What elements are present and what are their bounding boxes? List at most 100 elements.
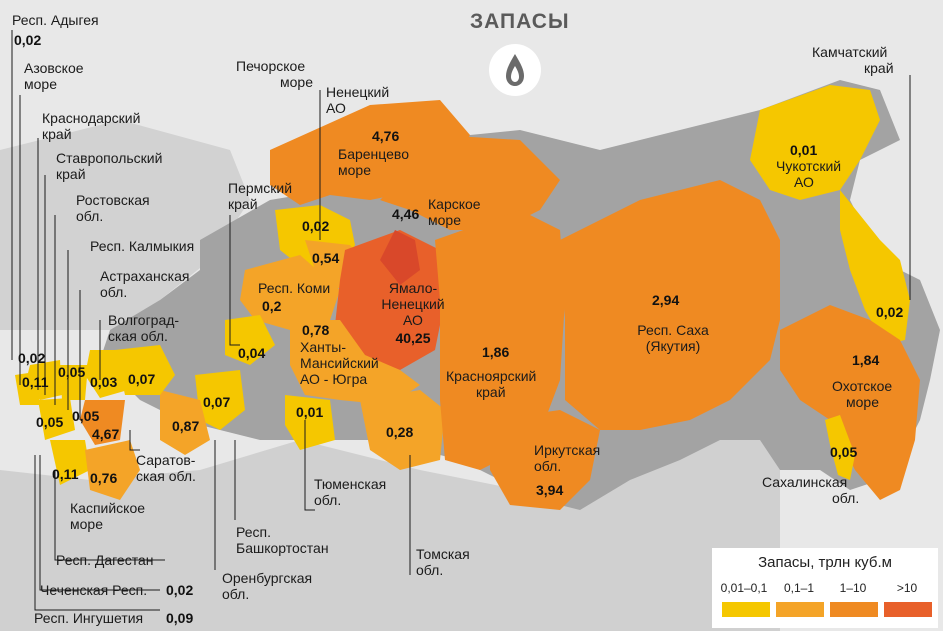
label-nenets-1: Ненецкий	[326, 84, 390, 100]
label-rostov-1: Ростовская	[76, 192, 150, 208]
label-chukotka-2: АО	[794, 174, 814, 190]
region-krasnoyarsk	[435, 210, 565, 470]
asia-land	[0, 380, 780, 631]
label-saratov-2: ская обл.	[136, 468, 196, 484]
value-perm: 0,04	[238, 345, 266, 361]
value-krasnodar: 0,02	[18, 350, 46, 366]
value-volgograd: 0,03	[90, 374, 118, 390]
region-kara	[380, 135, 560, 230]
region-caspian	[85, 440, 140, 500]
label-irkutsk-2: обл.	[534, 458, 562, 474]
label-krasnodar-2: край	[42, 126, 72, 142]
value-nenets: 0,54	[312, 250, 340, 266]
label-komi: Респ. Коми	[258, 280, 331, 296]
label-nenets-2: АО	[326, 100, 346, 116]
value-pechora: 0,02	[302, 218, 330, 234]
value-orenburg: 0,87	[172, 418, 200, 434]
label-pechora-1: Печорское	[236, 58, 306, 74]
region-chukotka	[750, 85, 880, 200]
label-stavropol-2: край	[56, 166, 86, 182]
label-tyumen-1: Тюменская	[314, 476, 387, 492]
region-saratov	[115, 345, 175, 395]
label-kamchatka-1: Камчатский	[812, 44, 888, 60]
value-sakhalin: 0,05	[830, 444, 858, 460]
label-yamal-3: АО	[403, 312, 423, 328]
label-bashkortostan-2: Башкортостан	[236, 540, 329, 556]
label-caspian-1: Каспийское	[70, 500, 146, 516]
value-astrakhan: 4,67	[92, 426, 120, 442]
label-barents-1: Баренцево	[338, 146, 409, 162]
value-dagestan: 0,11	[52, 466, 79, 482]
value-chechnya: 0,02	[166, 582, 194, 598]
region-yamal-peninsula	[380, 230, 420, 285]
label-tyumen-2: обл.	[314, 492, 342, 508]
label-chechnya: Чеченская Респ.	[40, 582, 148, 598]
label-tomsk-2: обл.	[416, 562, 444, 578]
legend-label-1: 0,01–0,1	[720, 581, 768, 595]
legend-swatch-2	[776, 602, 824, 617]
region-astrakhan	[80, 400, 125, 445]
label-ingushetia: Респ. Ингушетия	[34, 610, 144, 626]
label-volgograd-2: ская обл.	[108, 328, 168, 344]
label-sakha-1: Респ. Саха	[637, 322, 709, 338]
value-khmao: 0,78	[302, 322, 330, 338]
label-azov-1: Азовское	[24, 60, 84, 76]
label-khmao-2: Мансийский	[300, 355, 379, 371]
value-rostov: 0,11	[22, 374, 49, 390]
region-orenburg	[160, 390, 210, 455]
label-sakhalin-2: обл.	[832, 490, 860, 506]
region-sakhalin	[825, 415, 855, 480]
label-sakhalin-1: Сахалинская	[762, 474, 848, 490]
value-kalmykia-left: 0,05	[36, 414, 64, 430]
label-tomsk-1: Томская	[416, 546, 470, 562]
label-caspian-2: море	[70, 516, 103, 532]
gas-flame-icon	[489, 44, 541, 96]
value-ingushetia: 0,09	[166, 610, 194, 626]
label-stavropol-1: Ставропольский	[56, 150, 163, 166]
label-okhotsk-1: Охотское	[832, 378, 893, 394]
legend-label-3: 1–10	[839, 581, 867, 595]
label-azov-2: море	[24, 76, 57, 92]
legend-swatch-3	[830, 602, 878, 617]
region-kamchatka	[840, 190, 910, 345]
label-kara-1: Карское	[428, 196, 481, 212]
leader-lines	[11, 30, 911, 611]
value-stavropol: 0,05	[58, 364, 86, 380]
label-sakha-2: (Якутия)	[645, 338, 701, 354]
value-kara: 4,46	[392, 206, 420, 222]
region-volgograd	[85, 350, 128, 398]
value-bashkortostan: 0,07	[203, 394, 231, 410]
label-okhotsk-2: море	[846, 394, 879, 410]
label-orenburg-1: Оренбургская	[222, 570, 313, 586]
region-sakha	[560, 180, 780, 430]
region-tomsk	[360, 390, 445, 470]
europe-land	[0, 120, 250, 330]
label-chukotka-1: Чукотский	[776, 158, 842, 174]
region-tyumen	[285, 395, 335, 450]
value-tomsk: 0,28	[386, 424, 414, 440]
region-dagestan	[50, 440, 90, 485]
region-okhotsk	[780, 305, 920, 500]
label-yamal-2: Ненецкий	[381, 296, 445, 312]
legend-swatch-4	[884, 602, 932, 617]
label-pechora-2: море	[280, 74, 313, 90]
region-perm	[225, 315, 275, 365]
label-dagestan: Респ. Дагестан	[56, 552, 154, 568]
value-barents: 4,76	[372, 128, 400, 144]
label-astrakhan-1: Астраханская	[100, 268, 190, 284]
value-sakha: 2,94	[652, 292, 680, 308]
label-perm-1: Пермский	[228, 180, 293, 196]
label-volgograd-1: Волгоград-	[108, 312, 180, 328]
region-stavropol	[38, 398, 75, 440]
label-orenburg-2: обл.	[222, 586, 250, 602]
label-khmao-1: Ханты-	[300, 339, 346, 355]
region-irkutsk	[490, 410, 600, 510]
label-kamchatka-2: край	[864, 60, 894, 76]
label-kalmykia: Респ. Калмыкия	[90, 238, 195, 254]
map-title: ЗАПАСЫ	[470, 10, 570, 33]
label-rostov-2: обл.	[76, 208, 104, 224]
label-krasnodar-1: Краснодарский	[42, 110, 141, 126]
value-irkutsk: 3,94	[536, 482, 564, 498]
label-kara-2: море	[428, 212, 461, 228]
